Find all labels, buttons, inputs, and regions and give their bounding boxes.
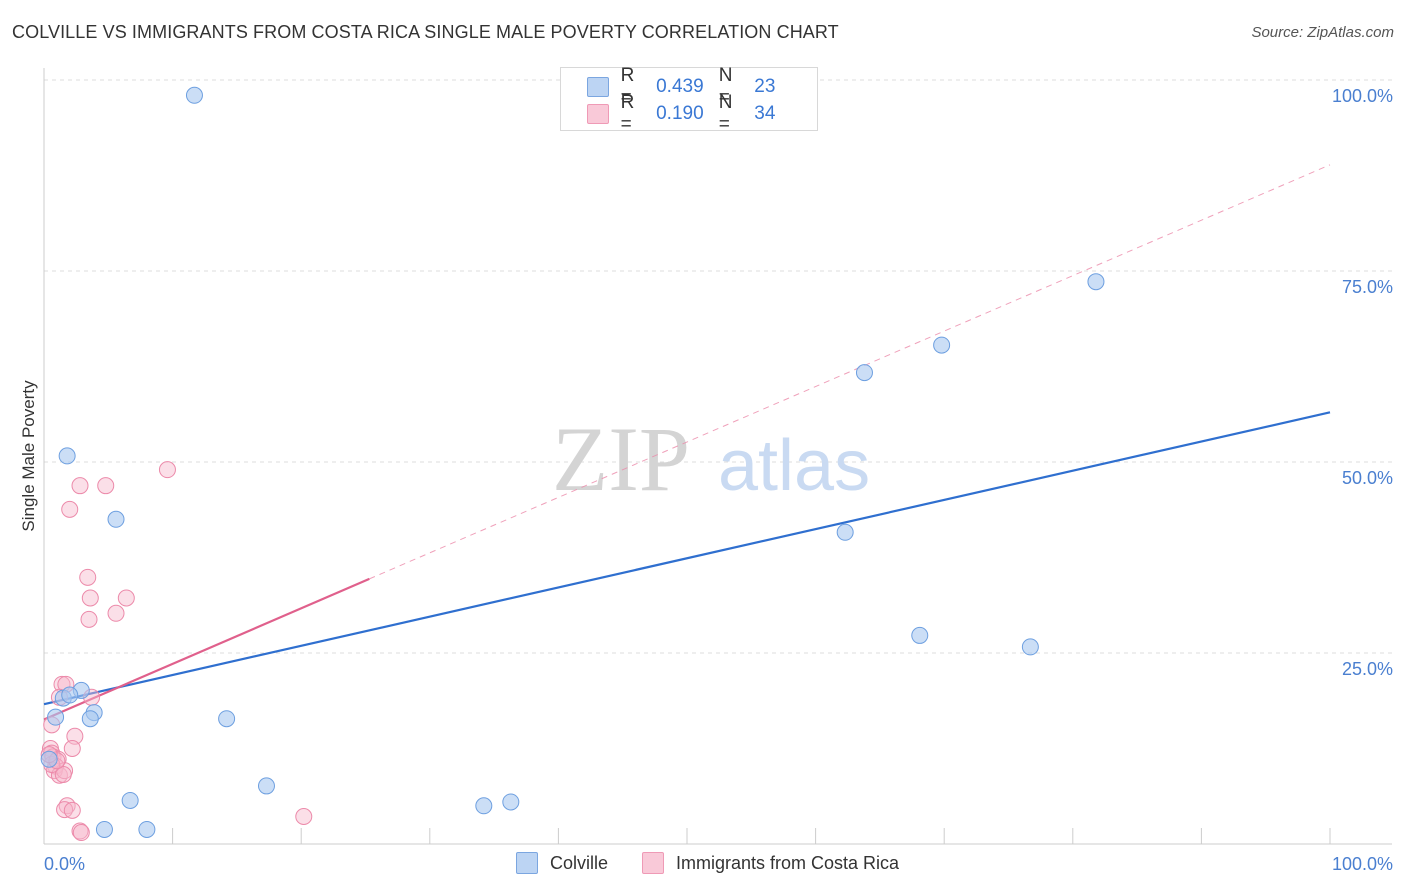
watermark: ZIP atlas bbox=[552, 408, 870, 510]
n-label: N = bbox=[718, 92, 733, 135]
x-tick-label: 100.0% bbox=[1332, 854, 1393, 874]
n-value: 34 bbox=[754, 103, 776, 124]
x-tick-label: 0.0% bbox=[44, 854, 85, 874]
costa-rica-point bbox=[80, 610, 98, 628]
colville-point bbox=[911, 626, 929, 644]
legend-item-colville[interactable]: Colville bbox=[516, 852, 608, 874]
costa-rica-point bbox=[117, 589, 135, 607]
data-points bbox=[40, 86, 1105, 842]
colville-point bbox=[218, 710, 236, 728]
y-axis-label: Single Male Poverty bbox=[19, 380, 38, 532]
colville-point bbox=[107, 510, 125, 528]
legend-item-costa-rica[interactable]: Immigrants from Costa Rica bbox=[642, 852, 899, 874]
colville-point bbox=[81, 710, 99, 728]
costa-rica-point bbox=[61, 500, 79, 518]
watermark-zip: ZIP bbox=[552, 408, 690, 510]
costa-rica-trend-line bbox=[43, 577, 370, 721]
colville-point bbox=[121, 791, 139, 809]
colville-point bbox=[1087, 273, 1105, 291]
costa-rica-point bbox=[81, 589, 99, 607]
colville-point bbox=[475, 797, 493, 815]
costa-rica-point bbox=[158, 461, 176, 479]
costa-rica-point bbox=[63, 801, 81, 819]
stats-legend: R = 0.439 N = 23 R = 0.190 N = 34 bbox=[560, 65, 818, 135]
stats-legend-row-costa-rica: R = 0.190 N = 34 bbox=[587, 92, 817, 135]
colville-point bbox=[40, 750, 58, 768]
costa-rica-point bbox=[107, 604, 125, 622]
costa-rica-trend-extension bbox=[369, 164, 1331, 580]
colville-swatch bbox=[587, 77, 609, 97]
series-legend: Colville Immigrants from Costa Rica bbox=[0, 852, 1406, 876]
costa-rica-point bbox=[71, 477, 89, 495]
r-label: R = bbox=[620, 65, 635, 108]
costa-rica-point bbox=[54, 765, 72, 783]
n-label: N = bbox=[718, 65, 733, 108]
source-label: Source: ZipAtlas.com bbox=[1251, 24, 1394, 41]
n-value: 23 bbox=[754, 76, 776, 97]
legend-label: Colville bbox=[550, 852, 609, 873]
colville-swatch bbox=[516, 852, 538, 874]
chart-title: COLVILLE VS IMMIGRANTS FROM COSTA RICA S… bbox=[12, 22, 839, 42]
costa-rica-point bbox=[295, 807, 313, 825]
watermark-atlas: atlas bbox=[718, 426, 870, 506]
colville-point bbox=[95, 820, 113, 838]
r-value: 0.439 bbox=[656, 76, 704, 97]
y-tick-label: 100.0% bbox=[1332, 86, 1393, 106]
r-label: R = bbox=[620, 92, 635, 135]
legend-label: Immigrants from Costa Rica bbox=[676, 852, 900, 873]
r-value: 0.190 bbox=[656, 103, 704, 124]
costa-rica-point bbox=[63, 740, 81, 757]
costa-rica-swatch bbox=[642, 852, 664, 874]
stats-legend-row-colville: R = 0.439 N = 23 bbox=[587, 65, 817, 108]
trend-lines bbox=[43, 164, 1331, 721]
costa-rica-point bbox=[97, 477, 115, 495]
y-tick-label: 25.0% bbox=[1342, 659, 1393, 679]
colville-point bbox=[836, 523, 854, 541]
y-tick-label: 50.0% bbox=[1342, 468, 1393, 488]
colville-point bbox=[257, 777, 275, 795]
costa-rica-point bbox=[79, 568, 97, 586]
y-tick-label: 75.0% bbox=[1342, 277, 1393, 297]
colville-point bbox=[855, 364, 873, 382]
grid-lines bbox=[44, 79, 1392, 654]
colville-point bbox=[1021, 638, 1039, 656]
colville-point bbox=[933, 336, 951, 354]
colville-point bbox=[47, 708, 65, 726]
colville-point bbox=[58, 447, 76, 465]
colville-point bbox=[138, 820, 156, 838]
axes: 25.0% 50.0% 75.0% 100.0% 0.0% 100.0% bbox=[43, 68, 1393, 874]
colville-point bbox=[185, 86, 203, 104]
colville-point bbox=[61, 686, 79, 704]
costa-rica-swatch bbox=[587, 104, 609, 124]
colville-trend-line bbox=[43, 411, 1331, 706]
costa-rica-point bbox=[72, 824, 90, 842]
colville-point bbox=[502, 793, 520, 811]
